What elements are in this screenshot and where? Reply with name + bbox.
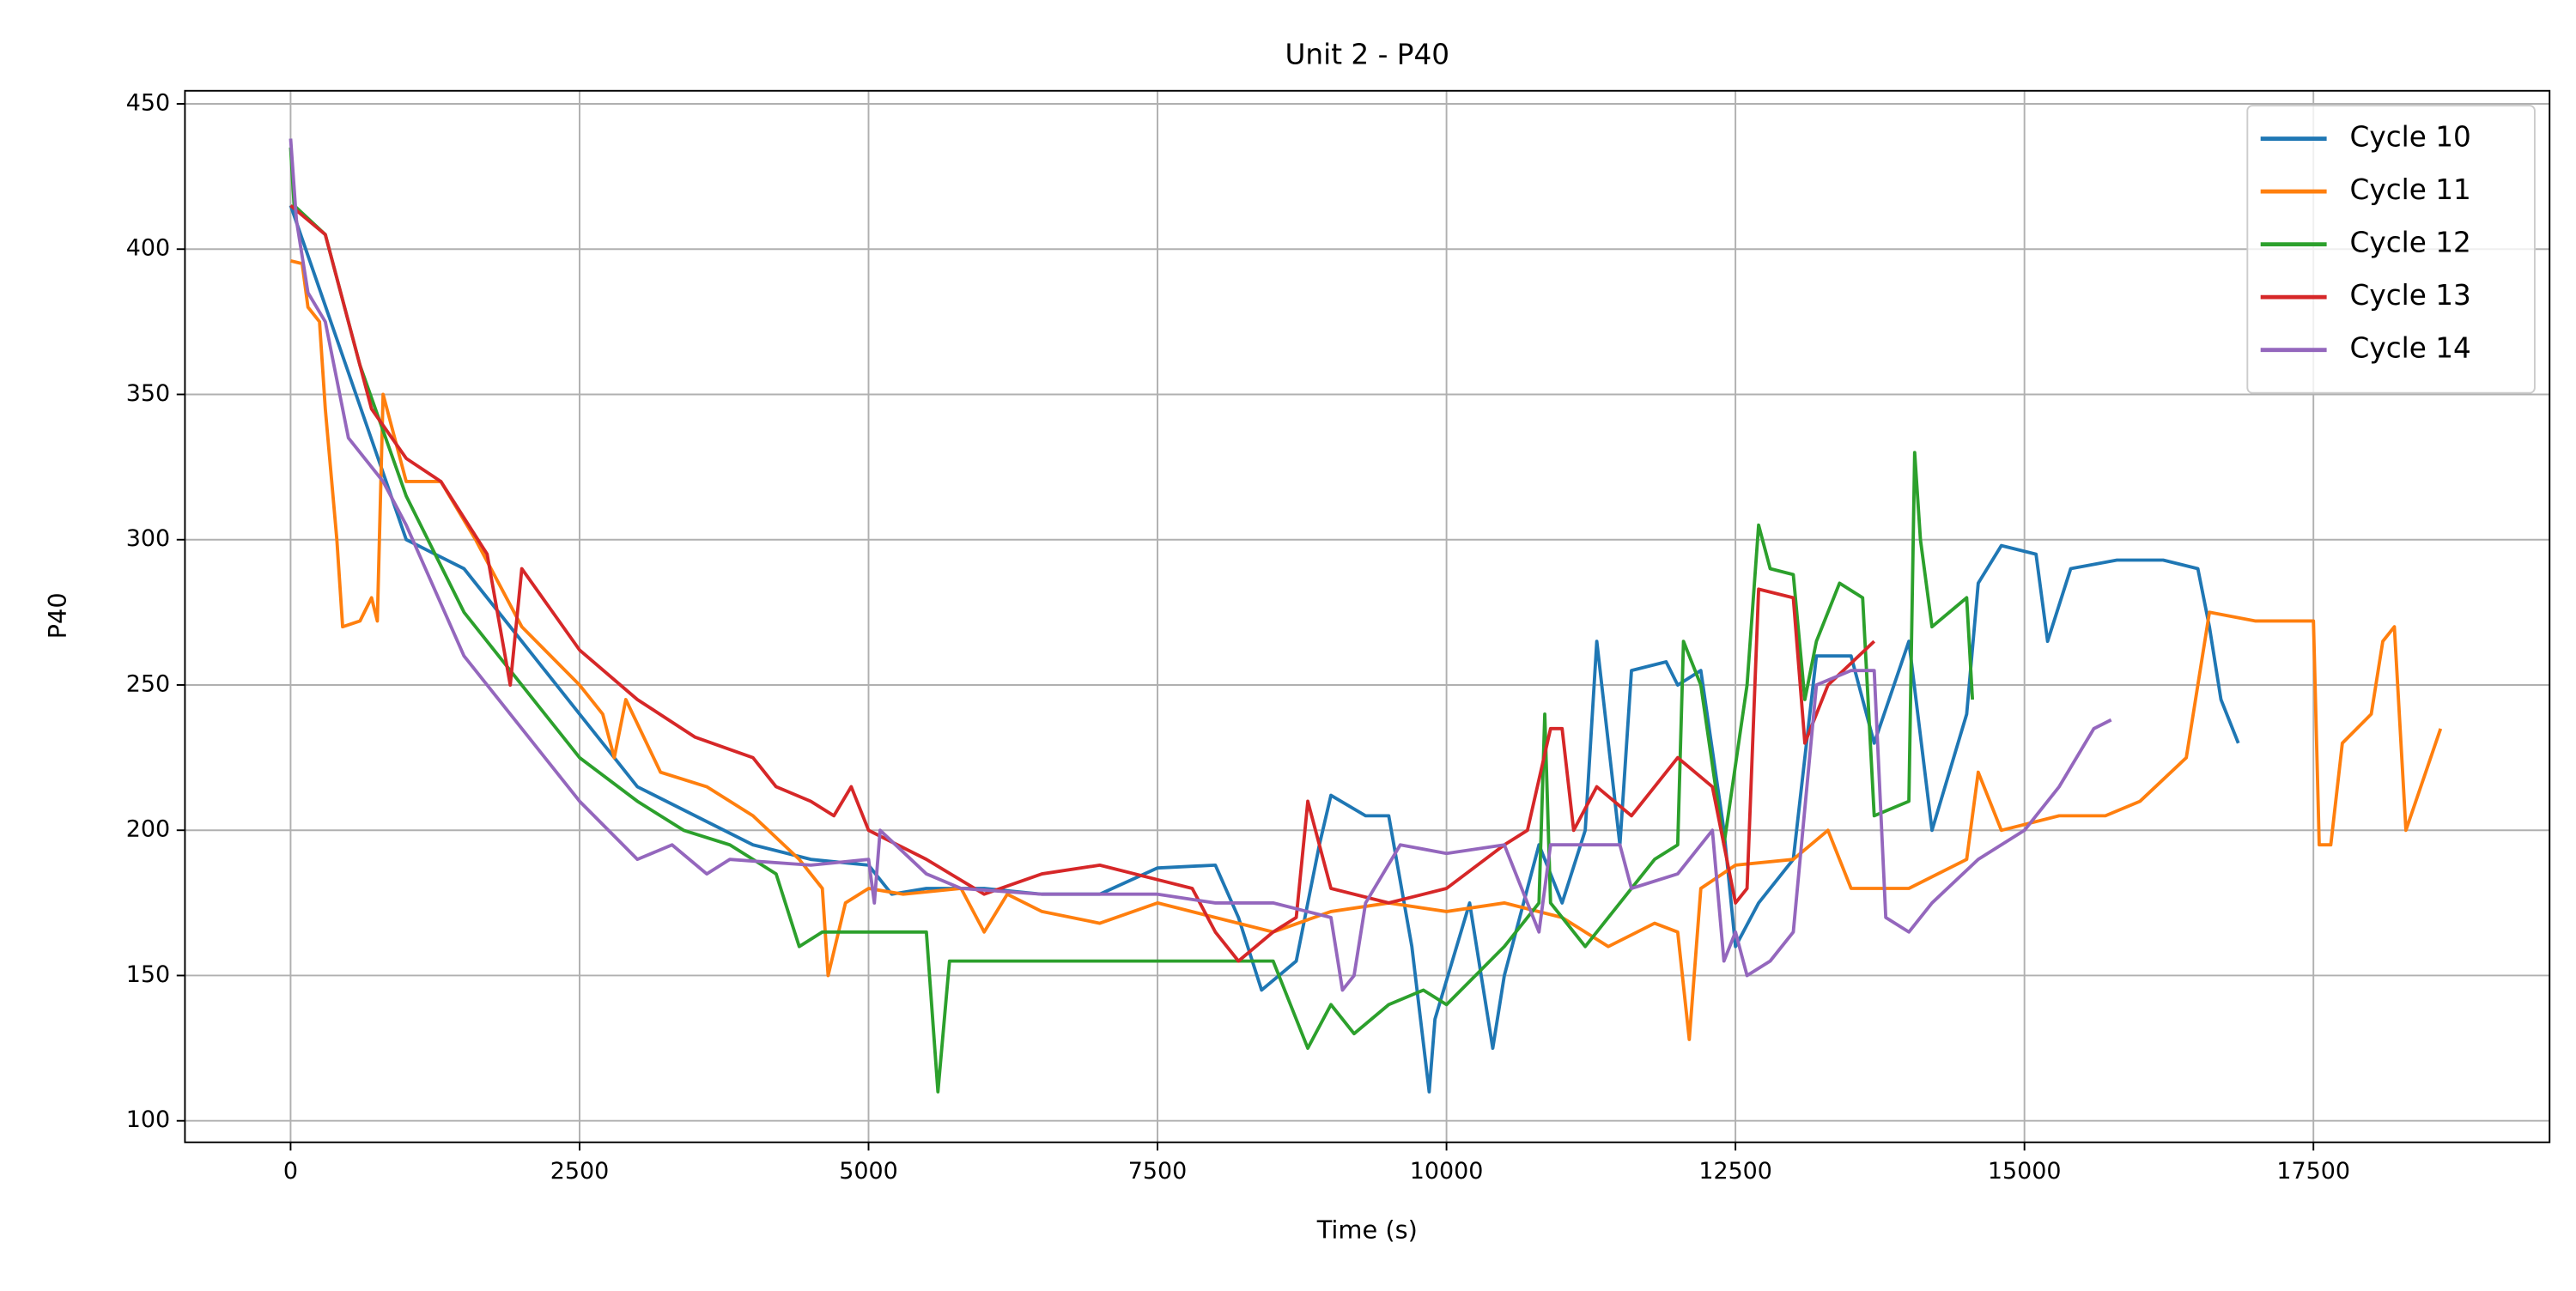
series-line <box>289 203 1876 963</box>
plot-frame <box>184 89 2551 1143</box>
y-tick-label: 100 <box>126 1106 170 1133</box>
y-tick-label: 400 <box>126 235 170 262</box>
x-tick-label: 17500 <box>2276 1158 2350 1185</box>
y-tick-label: 250 <box>126 670 170 697</box>
y-tick-label: 450 <box>126 90 170 117</box>
x-tick-label: 10000 <box>1410 1158 1484 1185</box>
legend-box <box>2246 105 2536 394</box>
y-tick-label: 350 <box>126 380 170 407</box>
series-line <box>289 138 2112 992</box>
y-tick-label: 200 <box>126 816 170 843</box>
x-tick-label: 5000 <box>839 1158 897 1185</box>
series-line <box>290 258 2443 1041</box>
legend-label: Cycle 14 <box>2350 332 2471 365</box>
legend: Cycle 10 Cycle 11 Cycle 12 Cycle 13 Cycle 14 <box>2246 105 2536 394</box>
chart-title: Unit 2 - P40 <box>1285 38 1450 70</box>
y-tick-label: 300 <box>126 525 170 552</box>
legend-label: Cycle 11 <box>2350 173 2471 206</box>
legend-label: Cycle 10 <box>2350 121 2471 154</box>
x-tick-label: 7500 <box>1128 1158 1187 1185</box>
x-tick-label: 2500 <box>550 1158 609 1185</box>
legend-label: Cycle 13 <box>2350 279 2471 312</box>
series-line <box>289 147 1975 1094</box>
legend-label: Cycle 12 <box>2350 227 2471 259</box>
series-line <box>289 204 2240 1094</box>
x-tick-label: 0 <box>283 1158 298 1185</box>
x-axis-label: Time (s) <box>1316 1215 1418 1245</box>
x-tick-label: 12500 <box>1698 1158 1772 1185</box>
y-tick-label: 150 <box>126 961 170 988</box>
y-axis-label: P40 <box>43 592 72 639</box>
x-tick-label: 15000 <box>1988 1158 2062 1185</box>
